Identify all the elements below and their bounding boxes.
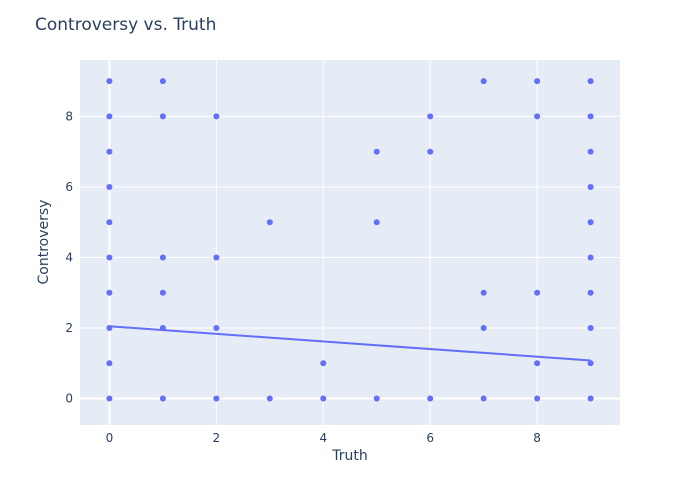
data-point[interactable] <box>213 113 220 120</box>
data-point[interactable] <box>106 113 113 120</box>
data-point[interactable] <box>587 148 594 155</box>
data-point[interactable] <box>587 325 594 332</box>
trendline <box>109 325 591 362</box>
y-tick-label: 4 <box>65 250 73 264</box>
data-point[interactable] <box>480 395 487 402</box>
data-point[interactable] <box>427 113 434 120</box>
data-point[interactable] <box>266 219 273 226</box>
data-point[interactable] <box>320 395 327 402</box>
data-point[interactable] <box>106 254 113 261</box>
y-tick-label: 8 <box>65 109 73 123</box>
data-point[interactable] <box>587 113 594 120</box>
data-point[interactable] <box>266 395 273 402</box>
data-point[interactable] <box>534 289 541 296</box>
data-point[interactable] <box>587 219 594 226</box>
data-point[interactable] <box>534 360 541 367</box>
data-point[interactable] <box>106 183 113 190</box>
data-point[interactable] <box>159 325 166 332</box>
data-point[interactable] <box>213 254 220 261</box>
x-tick-label: 8 <box>533 431 541 445</box>
data-point[interactable] <box>427 148 434 155</box>
data-point[interactable] <box>159 78 166 85</box>
data-point[interactable] <box>587 78 594 85</box>
data-point[interactable] <box>480 78 487 85</box>
data-point[interactable] <box>320 360 327 367</box>
data-point[interactable] <box>587 183 594 190</box>
data-point[interactable] <box>106 219 113 226</box>
data-point[interactable] <box>427 395 434 402</box>
data-point[interactable] <box>534 113 541 120</box>
x-tick-label: 6 <box>426 431 434 445</box>
grid-layer <box>80 60 620 425</box>
data-point[interactable] <box>587 360 594 367</box>
data-point[interactable] <box>534 78 541 85</box>
data-point[interactable] <box>106 395 113 402</box>
data-point[interactable] <box>159 254 166 261</box>
data-point[interactable] <box>373 395 380 402</box>
points-layer <box>106 78 594 402</box>
data-point[interactable] <box>213 325 220 332</box>
y-tick-label: 6 <box>65 180 73 194</box>
data-point[interactable] <box>106 78 113 85</box>
x-axis-title: Truth <box>331 448 368 464</box>
y-axis-title: Controversy <box>36 200 52 285</box>
ticks-layer: 0 2 4 6 8 0 2 4 6 8 <box>65 109 541 445</box>
x-tick-label: 4 <box>319 431 327 445</box>
plot-area <box>80 60 620 425</box>
data-point[interactable] <box>480 325 487 332</box>
data-point[interactable] <box>213 395 220 402</box>
data-point[interactable] <box>106 360 113 367</box>
data-point[interactable] <box>587 289 594 296</box>
data-point[interactable] <box>480 289 487 296</box>
data-point[interactable] <box>159 289 166 296</box>
data-point[interactable] <box>534 395 541 402</box>
data-point[interactable] <box>106 148 113 155</box>
chart-title: Controversy vs. Truth <box>35 15 216 35</box>
data-point[interactable] <box>373 148 380 155</box>
data-point[interactable] <box>587 395 594 402</box>
data-point[interactable] <box>159 113 166 120</box>
data-point[interactable] <box>106 325 113 332</box>
trendline-layer <box>109 325 591 362</box>
y-tick-label: 0 <box>65 392 73 406</box>
x-tick-label: 2 <box>213 431 221 445</box>
data-point[interactable] <box>587 254 594 261</box>
y-tick-label: 2 <box>65 321 73 335</box>
data-point[interactable] <box>106 289 113 296</box>
data-point[interactable] <box>159 395 166 402</box>
data-point[interactable] <box>373 219 380 226</box>
x-tick-label: 0 <box>106 431 114 445</box>
